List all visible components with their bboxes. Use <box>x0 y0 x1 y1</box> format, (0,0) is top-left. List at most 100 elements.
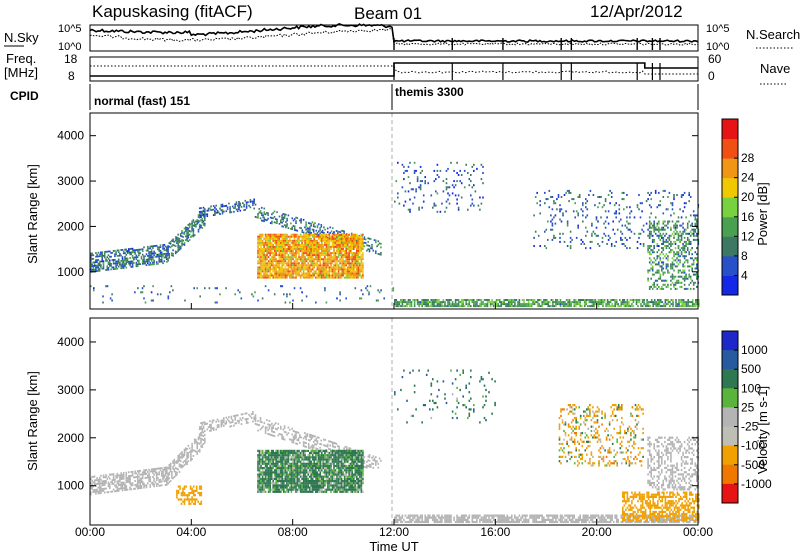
scatter-cell <box>562 232 564 235</box>
scatter-cell <box>651 269 654 272</box>
scatter-cell <box>343 239 346 242</box>
freq-tick-low: 8 <box>68 69 75 83</box>
scatter-cell <box>574 301 577 304</box>
scatter-cell <box>223 425 225 427</box>
scatter-cell <box>468 301 471 304</box>
scatter-cell <box>273 274 276 277</box>
scatter-cell <box>363 456 366 459</box>
scatter-cell <box>573 299 575 301</box>
scatter-cell <box>360 274 363 277</box>
scatter-cell <box>357 262 360 265</box>
scatter-cell <box>563 240 566 243</box>
scatter-cell <box>327 274 329 277</box>
scatter-cell <box>665 279 668 282</box>
scatter-cell <box>277 272 279 275</box>
scatter-cell <box>311 434 314 437</box>
scatter-cell <box>343 243 346 246</box>
scatter-cell <box>324 270 326 273</box>
scatter-cell <box>354 264 357 267</box>
scatter-cell <box>114 249 116 252</box>
scatter-cell <box>324 274 326 277</box>
scatter-cell <box>91 485 93 488</box>
scatter-cell <box>192 230 195 232</box>
scatter-cell <box>190 459 192 462</box>
scatter-cell <box>267 274 270 277</box>
scatter-cell <box>617 305 619 308</box>
scatter-cell <box>505 299 507 301</box>
scatter-cell <box>463 169 466 172</box>
scatter-cell <box>511 301 513 304</box>
scatter-cell <box>433 303 436 306</box>
scatter-cell <box>173 464 176 467</box>
scatter-cell <box>647 305 650 308</box>
scatter-cell <box>450 161 452 164</box>
scatter-cell <box>185 228 187 230</box>
scatter-cell <box>98 269 101 272</box>
scatter-cell <box>471 165 474 168</box>
scatter-cell <box>223 210 225 213</box>
scatter-cell <box>187 456 190 459</box>
scatter-cell <box>346 258 349 261</box>
scatter-cell <box>619 299 621 301</box>
scatter-cell <box>351 258 353 261</box>
scatter-cell <box>238 202 240 205</box>
scatter-cell <box>198 214 201 217</box>
scatter-cell <box>110 255 112 258</box>
scatter-cell <box>208 287 211 290</box>
scatter-cell <box>182 465 185 468</box>
scatter-cell <box>310 264 312 267</box>
scatter-cell <box>202 210 205 213</box>
scatter-cell <box>240 423 243 425</box>
scatter-cell <box>181 451 183 454</box>
scatter-cell <box>138 470 140 472</box>
scatter-cell <box>263 268 265 271</box>
power-scatter <box>90 161 700 308</box>
scatter-cell <box>555 305 557 308</box>
scatter-cell <box>308 270 311 273</box>
scatter-cell <box>585 206 587 209</box>
scatter-cell <box>260 239 262 242</box>
scatter-cell <box>181 453 183 455</box>
scatter-cell <box>651 273 654 276</box>
scatter-cell <box>333 266 335 269</box>
scatter-cell <box>263 260 265 263</box>
scatter-cell <box>153 473 155 476</box>
scatter-cell <box>404 305 407 308</box>
scatter-cell <box>107 483 110 486</box>
scatter-cell <box>654 279 657 282</box>
scatter-cell <box>257 237 259 240</box>
scatter-cell <box>310 250 312 252</box>
scatter-cell <box>339 293 341 296</box>
scatter-cell <box>599 301 601 304</box>
scatter-cell <box>233 424 235 427</box>
scatter-cell <box>130 262 133 265</box>
scatter-cell <box>295 252 297 255</box>
scatter-cell <box>201 444 204 447</box>
scatter-cell <box>268 425 271 428</box>
scatter-cell <box>286 256 288 259</box>
scatter-cell <box>159 251 162 254</box>
scatter-cell <box>682 277 684 280</box>
scatter-cell <box>280 285 282 288</box>
scatter-cell <box>480 305 483 308</box>
scatter-cell <box>125 471 128 474</box>
scatter-cell <box>298 262 300 265</box>
scatter-cell <box>340 260 343 263</box>
scatter-cell <box>301 235 303 238</box>
scatter-cell <box>138 479 140 482</box>
scatter-cell <box>380 242 382 245</box>
scatter-cell <box>277 423 280 425</box>
scatter-cell <box>650 226 652 229</box>
scatter-cell <box>579 303 581 306</box>
scatter-cell <box>305 268 308 271</box>
scatter-cell <box>257 299 259 302</box>
scatter-cell <box>141 291 144 294</box>
scatter-cell <box>565 299 568 301</box>
scatter-cell <box>433 202 436 205</box>
scatter-cell <box>280 427 282 430</box>
scatter-cell <box>624 236 627 239</box>
scatter-cell <box>442 190 445 193</box>
scatter-cell <box>650 191 652 194</box>
scatter-cell <box>648 257 651 260</box>
scatter-cell <box>196 445 198 448</box>
